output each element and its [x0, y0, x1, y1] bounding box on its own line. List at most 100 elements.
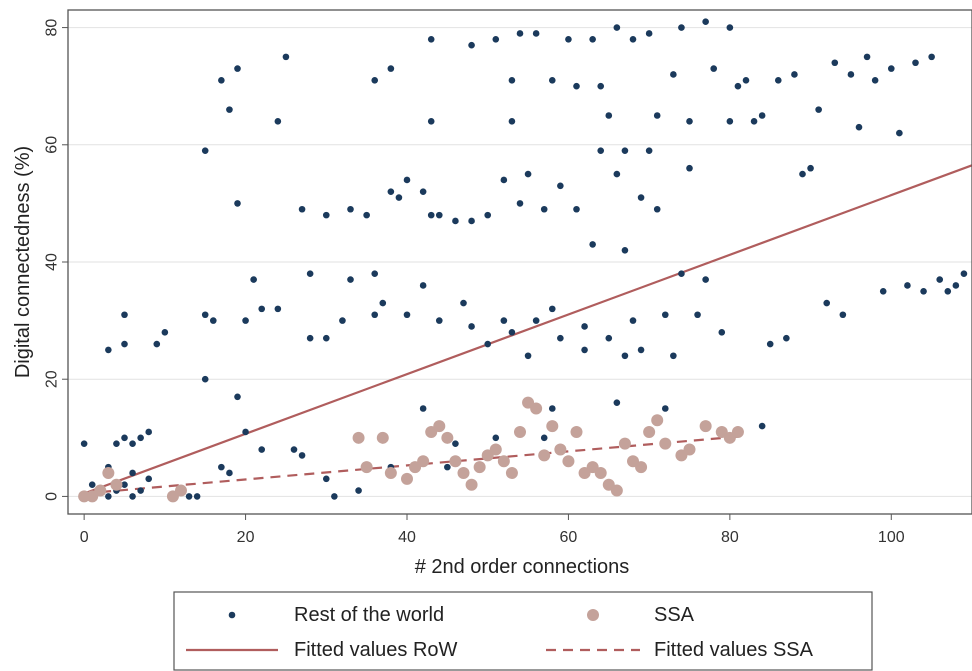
ssa-point: [651, 414, 664, 427]
row-point: [105, 346, 112, 354]
row-point: [524, 352, 532, 360]
x-tick-label: 0: [80, 529, 89, 546]
row-point: [113, 440, 120, 447]
row-point: [734, 82, 742, 90]
row-point: [298, 452, 306, 459]
row-point: [823, 299, 831, 307]
ssa-point: [433, 420, 446, 433]
row-point: [766, 340, 774, 348]
row-point: [839, 311, 847, 319]
ssa-point: [683, 443, 696, 456]
row-point: [532, 30, 540, 37]
row-point: [322, 475, 330, 483]
row-point: [799, 170, 806, 178]
row-point: [371, 270, 379, 278]
row-point: [218, 463, 225, 471]
row-point: [371, 311, 379, 319]
row-point: [540, 205, 548, 213]
row-point: [427, 36, 435, 43]
row-point: [88, 481, 96, 488]
row-point: [387, 188, 395, 195]
row-point: [322, 334, 330, 342]
legend-box: [173, 591, 873, 671]
row-point: [419, 188, 427, 195]
row-point: [678, 270, 685, 278]
row-point: [242, 428, 249, 436]
row-point: [290, 446, 298, 453]
row-point: [783, 334, 790, 342]
row-point: [548, 305, 556, 313]
row-point: [750, 118, 758, 125]
row-point: [201, 147, 209, 154]
x-tick-label: 100: [878, 529, 905, 546]
row-point: [121, 340, 128, 348]
row-point: [258, 305, 266, 313]
row-point: [524, 170, 532, 178]
row-point: [347, 276, 354, 283]
row-point: [952, 282, 960, 289]
legend: Rest of the world SSA Fitted values RoW Fit…: [173, 591, 873, 671]
row-point: [597, 82, 605, 90]
row-point: [427, 211, 435, 219]
row-point: [444, 463, 451, 471]
ssa-point: [102, 466, 115, 479]
ssa-point: [635, 461, 648, 474]
row-point: [694, 311, 701, 319]
y-tick-label: 60: [44, 136, 61, 154]
row-point: [403, 311, 411, 319]
row-point: [460, 299, 467, 307]
row-point: [185, 493, 193, 500]
row-point: [686, 118, 693, 125]
row-point: [161, 329, 169, 336]
ssa-point: [489, 443, 502, 456]
ssa-point: [514, 425, 526, 438]
ssa-point: [731, 425, 744, 438]
row-point: [435, 211, 443, 219]
row-point: [758, 422, 766, 430]
ssa-point: [449, 455, 462, 468]
row-point: [920, 288, 927, 295]
x-tick-label: 40: [398, 529, 416, 546]
row-point: [661, 311, 669, 319]
row-point: [435, 317, 443, 324]
row-point: [395, 194, 403, 201]
row-point: [702, 276, 709, 283]
row-point: [710, 65, 718, 72]
row-point: [726, 118, 734, 125]
legend-label-fit-row: Fitted values RoW: [294, 639, 458, 661]
row-point: [645, 147, 653, 154]
row-point: [355, 487, 362, 494]
row-point: [589, 36, 596, 43]
ssa-point: [594, 466, 607, 479]
row-point: [573, 82, 580, 90]
row-point: [226, 106, 233, 113]
row-point: [621, 246, 629, 254]
row-point: [234, 65, 241, 72]
row-point: [791, 71, 798, 78]
row-point: [234, 393, 241, 401]
row-point: [258, 446, 266, 453]
row-point: [306, 270, 314, 278]
x-tick-label: 20: [237, 529, 255, 546]
ssa-point: [352, 431, 365, 444]
ssa-point: [360, 461, 373, 474]
ssa-point: [441, 431, 454, 444]
row-point: [492, 434, 500, 442]
row-point: [653, 112, 661, 119]
legend-label-fit-ssa: Fitted values SSA: [654, 639, 814, 661]
row-point: [896, 129, 903, 137]
row-point: [831, 59, 839, 67]
row-point: [742, 77, 750, 84]
ssa-point: [175, 484, 187, 497]
row-point: [508, 329, 516, 336]
row-point: [298, 205, 306, 213]
ssa-point: [465, 478, 478, 491]
row-point: [944, 288, 952, 295]
legend-label-row: Rest of the world: [294, 604, 444, 626]
row-point: [129, 493, 136, 500]
row-point: [322, 211, 330, 219]
row-point: [516, 30, 524, 37]
ssa-point: [618, 437, 631, 450]
row-point: [234, 200, 241, 207]
